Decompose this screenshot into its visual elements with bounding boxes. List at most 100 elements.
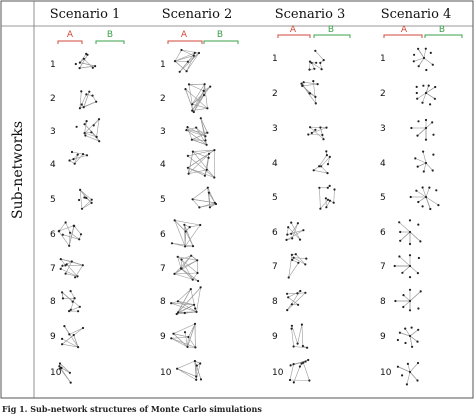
network-node	[291, 237, 294, 240]
network-node	[417, 223, 420, 226]
group-a-bracket	[167, 40, 203, 44]
network-node	[68, 310, 71, 313]
sub-network-graph	[59, 258, 84, 279]
network-edge	[188, 84, 193, 105]
row-label-1: 1	[272, 54, 278, 64]
row-label-9: 9	[380, 332, 386, 342]
network-node	[205, 143, 208, 146]
network-node	[85, 93, 88, 96]
network-node	[294, 253, 297, 256]
network-node	[326, 198, 330, 201]
network-edge	[286, 292, 306, 311]
network-edge	[425, 86, 436, 94]
network-node	[298, 365, 301, 368]
group-a-bracket	[277, 34, 311, 38]
network-node	[191, 245, 195, 248]
network-edge	[409, 231, 421, 242]
network-node	[325, 126, 328, 129]
network-node	[64, 272, 67, 275]
network-node	[69, 231, 72, 234]
network-node	[207, 152, 211, 155]
network-edge	[425, 196, 439, 206]
network-node	[183, 311, 186, 315]
network-edge	[194, 360, 202, 380]
network-node	[310, 61, 313, 64]
network-node	[302, 229, 305, 232]
network-node	[68, 244, 71, 247]
network-node	[83, 196, 86, 199]
network-node	[198, 206, 201, 209]
network-node	[304, 360, 307, 363]
network-node	[192, 54, 195, 57]
network-edge	[293, 366, 301, 383]
network-edge	[189, 224, 201, 228]
network-node	[429, 51, 432, 55]
network-node	[92, 124, 95, 127]
network-node	[435, 189, 438, 192]
network-edge	[171, 301, 178, 304]
scenario-header-1: Scenario 1	[50, 7, 121, 22]
network-edge	[204, 157, 209, 176]
network-node	[81, 264, 84, 267]
network-node	[73, 297, 76, 300]
network-node	[314, 102, 317, 105]
network-node	[300, 82, 303, 85]
network-edge	[65, 222, 71, 233]
network-node	[79, 188, 82, 191]
network-node	[184, 245, 187, 248]
group-a-label: A	[67, 30, 74, 40]
network-node	[285, 238, 288, 241]
network-node	[402, 294, 405, 297]
sub-network-graph	[185, 117, 209, 146]
network-node	[304, 263, 307, 266]
network-node	[299, 289, 302, 293]
group-b-label: B	[439, 25, 445, 35]
row-label-2: 2	[50, 94, 56, 104]
network-edge	[187, 127, 193, 140]
row-label-7: 7	[272, 262, 278, 272]
network-edge	[68, 225, 75, 246]
sub-network-graph	[394, 288, 422, 312]
network-node	[176, 300, 179, 303]
network-node	[199, 117, 202, 120]
row-label-8: 8	[160, 297, 166, 307]
network-node	[316, 83, 319, 86]
network-edge	[61, 292, 73, 302]
network-node	[179, 267, 183, 270]
network-edge	[313, 170, 328, 174]
network-edge	[79, 189, 83, 209]
network-node	[71, 300, 74, 303]
network-edge	[191, 86, 211, 105]
network-edge	[79, 91, 82, 109]
network-node	[308, 60, 312, 63]
sub-network-graph	[290, 323, 309, 349]
network-node	[83, 132, 86, 135]
row-label-1: 1	[380, 54, 386, 64]
network-edge	[73, 225, 82, 235]
sub-network-graph	[68, 150, 89, 165]
network-node	[190, 254, 193, 257]
network-node	[398, 221, 401, 224]
network-edge	[308, 134, 323, 136]
network-node	[409, 195, 412, 199]
network-node	[319, 207, 322, 210]
row-label-10: 10	[50, 368, 62, 378]
network-edge	[192, 151, 209, 159]
network-node	[399, 239, 402, 242]
network-node	[431, 63, 434, 66]
network-node	[405, 383, 408, 386]
network-node	[76, 153, 79, 156]
group-a-label: A	[181, 30, 188, 40]
network-edge	[174, 255, 192, 275]
network-node	[172, 332, 175, 335]
row-label-2: 2	[160, 94, 166, 104]
network-edge	[399, 332, 411, 337]
network-node	[417, 47, 420, 50]
network-node	[68, 371, 71, 374]
network-node	[175, 312, 178, 316]
network-node	[180, 258, 183, 261]
network-node	[61, 343, 64, 346]
network-node	[332, 201, 335, 204]
network-edge	[74, 265, 84, 278]
network-edge	[174, 49, 182, 62]
